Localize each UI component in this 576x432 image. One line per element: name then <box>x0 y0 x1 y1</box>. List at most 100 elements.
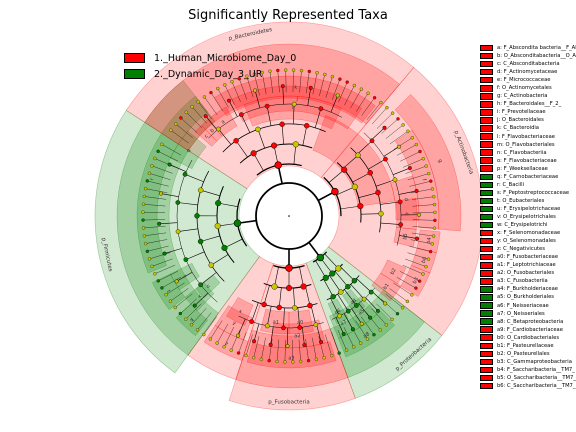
clade-arc-label: c <box>204 133 210 139</box>
clade-node <box>383 156 388 162</box>
clade-node <box>397 144 402 149</box>
clade-node <box>354 303 359 308</box>
leaf-node <box>385 106 389 110</box>
leaf-node <box>284 68 288 72</box>
clade-node <box>197 187 204 193</box>
clade-node <box>345 284 351 290</box>
red-clade-arc <box>214 75 376 124</box>
taxa-legend-item: a9: F_Cardiobacteriaceae <box>480 326 576 334</box>
taxa-legend-label: t: O_Eubacteriales <box>497 197 545 204</box>
taxa-swatch <box>480 229 493 237</box>
red-clade-arc <box>144 43 400 151</box>
red-clade-arc <box>371 272 402 302</box>
leaf-node <box>427 171 431 176</box>
leaf-branch <box>231 81 241 102</box>
leaf-node <box>299 359 303 364</box>
clade-node <box>368 289 374 295</box>
leaf-node <box>421 157 425 161</box>
clade-node <box>392 177 398 183</box>
leaf-node <box>430 242 434 246</box>
clade-branch <box>299 266 304 287</box>
leaf-branch <box>216 323 229 344</box>
clade-branch <box>200 189 220 197</box>
clade-node <box>407 166 412 171</box>
clade-node <box>367 170 373 176</box>
taxa-legend-item: f: O_Actinomycetales <box>480 84 576 92</box>
green-clade-arc <box>170 130 207 169</box>
taxa-legend-label: c: C_Absconditabacteria <box>497 61 560 68</box>
clade-node <box>302 343 307 348</box>
taxa-swatch <box>480 93 493 100</box>
clade-branch <box>365 297 379 312</box>
taxa-swatch <box>480 358 493 366</box>
taxa-legend-label: r: C_Bacilli <box>497 181 525 188</box>
leaf-node <box>424 265 428 269</box>
leaf-branch <box>332 79 341 100</box>
leaf-branch <box>151 258 173 267</box>
leaf-branch <box>349 323 361 344</box>
leaf-node <box>322 356 326 360</box>
taxa-swatch <box>480 366 493 374</box>
leaf-node <box>372 96 377 100</box>
clade-node <box>221 244 228 251</box>
taxa-swatch <box>480 237 493 245</box>
leaf-node <box>418 279 422 283</box>
red-clade-arc <box>395 129 440 230</box>
taxa-legend-item: a6: F_Neisseriaceae <box>480 302 576 310</box>
taxa-legend-label: a2: O_Fusobacteriales <box>497 270 555 277</box>
clade-branch <box>218 202 238 207</box>
clade-node <box>216 126 221 132</box>
taxa-legend-item: b5: O_Saccharibacteria__TM7_ <box>480 374 576 382</box>
clade-node <box>375 308 380 313</box>
leaf-node <box>184 110 188 114</box>
leaf-branch <box>393 282 412 296</box>
leaf-node <box>406 129 410 133</box>
taxa-swatch <box>480 157 493 164</box>
leaf-node <box>215 341 219 345</box>
taxa-legend-label: a3: C_Fusobacteriia <box>497 278 548 285</box>
clade-arc-label: a3 <box>288 355 294 361</box>
phylum-node <box>285 264 293 272</box>
leaf-node <box>156 149 160 153</box>
leaf-branch <box>385 124 404 139</box>
leaf-branch <box>350 89 362 109</box>
clade-branch <box>200 272 217 285</box>
clade-node <box>414 188 419 193</box>
clade-node <box>369 138 375 144</box>
leaf-branch <box>145 188 168 193</box>
clade-node <box>183 257 189 262</box>
clade-arc-label: a6 <box>334 308 342 316</box>
leaf-node <box>236 351 241 355</box>
leaf-node <box>141 210 145 214</box>
leaf-branch <box>261 72 267 95</box>
leaf-node <box>259 357 264 362</box>
leaf-branch <box>158 270 179 282</box>
clade-branch <box>334 271 349 287</box>
leaf-branch <box>158 151 178 162</box>
taxa-legend-label: b6: C_Saccharibacteria__TM7_ <box>497 382 576 389</box>
clade-branch <box>251 302 259 322</box>
clade-node <box>359 321 364 326</box>
leaf-branch <box>385 293 403 308</box>
leaf-branch <box>402 158 424 168</box>
leaf-branch <box>210 92 223 112</box>
taxa-swatch <box>480 350 493 358</box>
clade-branch <box>360 213 381 215</box>
leaf-node <box>150 264 154 269</box>
taxa-swatch <box>480 117 493 124</box>
clade-node <box>158 191 163 196</box>
clade-arc-label: q <box>185 148 192 154</box>
taxa-swatch <box>480 133 493 140</box>
clade-branch <box>253 153 264 171</box>
clade-node <box>203 114 208 119</box>
leaf-node <box>141 218 145 222</box>
taxa-legend-label: s: F_Peptostreptococcaceae <box>497 189 570 196</box>
leaf-branch <box>151 165 173 174</box>
leaf-branch <box>165 282 185 295</box>
taxa-legend-label: b5: O_Saccharibacteria__TM7_ <box>497 374 576 381</box>
leaf-branch <box>389 131 408 145</box>
leaf-branch <box>400 151 421 162</box>
clade-arc-branch <box>208 103 342 139</box>
clade-arc-label: a <box>220 119 226 126</box>
leaf-branch <box>410 188 433 194</box>
